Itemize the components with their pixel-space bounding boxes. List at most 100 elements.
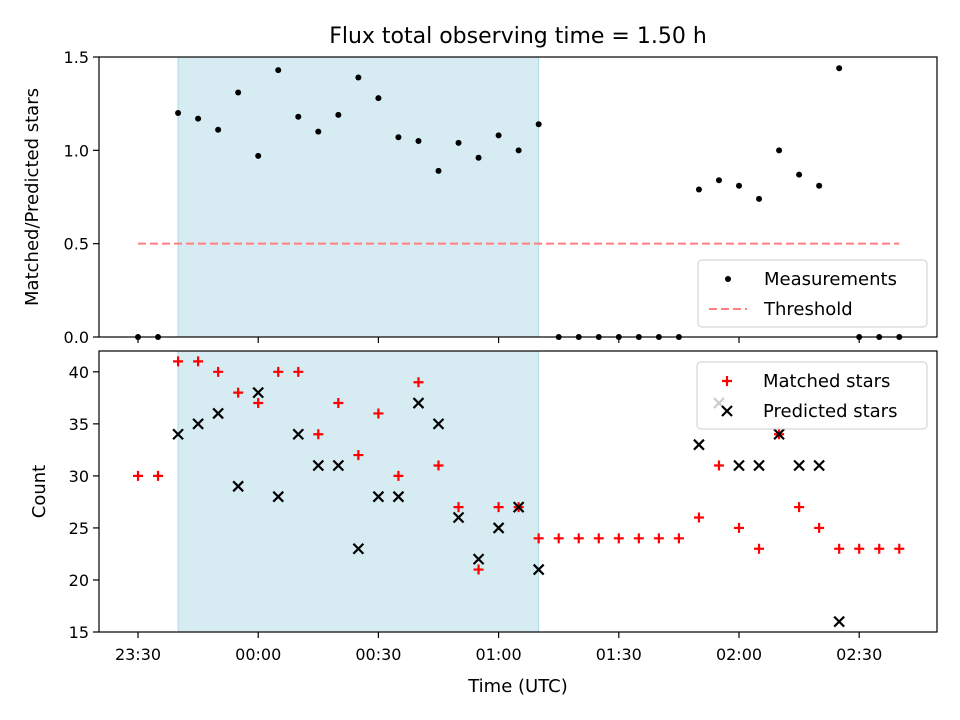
y-tick-label: 40 <box>69 363 89 382</box>
legend-swatch-matched <box>722 376 732 386</box>
data-point <box>412 397 425 409</box>
data-point <box>814 522 825 533</box>
data-point <box>372 490 385 503</box>
data-point <box>413 377 424 388</box>
data-point <box>133 470 143 481</box>
data-point <box>435 167 442 174</box>
data-point <box>375 95 382 102</box>
data-point <box>673 533 684 544</box>
data-point <box>773 428 785 441</box>
data-point <box>535 121 542 128</box>
data-point <box>553 533 564 544</box>
series-predicted-stars <box>172 386 845 628</box>
data-point <box>776 147 783 154</box>
data-point <box>355 74 362 81</box>
x-axis-label: Time (UTC) <box>467 676 568 697</box>
legend-label: Threshold <box>763 299 853 320</box>
y-tick-label: 0.5 <box>64 235 89 254</box>
x-tick-label: 02:00 <box>716 645 762 664</box>
data-point <box>253 398 264 409</box>
data-point <box>816 182 823 189</box>
x-tick-label: 23:30 <box>115 645 161 664</box>
y-tick-label: 30 <box>69 467 89 486</box>
data-point <box>633 533 644 544</box>
data-point <box>593 533 604 544</box>
data-point <box>252 386 264 399</box>
data-point <box>333 398 344 409</box>
data-point <box>475 154 482 161</box>
data-point <box>173 356 184 367</box>
axes-frame <box>98 350 938 633</box>
data-point <box>512 501 525 513</box>
data-point <box>215 126 222 133</box>
top-panel: 0.0 0.5 1.0 1.5 Matched/Predicted stars Measu… <box>22 48 938 347</box>
y-axis-label: Matched/Predicted stars <box>22 88 43 306</box>
series-matched-stars <box>133 356 905 575</box>
data-point <box>392 490 405 503</box>
data-point <box>193 356 204 367</box>
data-point <box>736 182 742 189</box>
data-point <box>195 115 202 122</box>
data-point <box>515 147 522 154</box>
data-point <box>415 138 422 144</box>
data-point <box>313 429 324 440</box>
data-point <box>353 450 364 461</box>
data-point <box>312 459 325 472</box>
y-tick-label: 1.5 <box>64 48 89 67</box>
legend-box <box>696 361 928 430</box>
legend: Matched stars Predicted stars <box>696 361 928 430</box>
data-point <box>233 387 244 398</box>
legend-swatch-predicted <box>721 405 733 417</box>
y-tick-label: 0.0 <box>64 328 89 347</box>
legend-label: Measurements <box>764 269 897 290</box>
data-point <box>796 171 803 178</box>
data-point <box>315 128 322 135</box>
x-tick-label: 00:30 <box>355 645 401 664</box>
y-tick-label: 15 <box>69 623 89 642</box>
data-point <box>613 533 624 544</box>
data-point <box>352 542 365 555</box>
x-tick-label: 01:00 <box>476 645 522 664</box>
shaded-region <box>177 350 540 633</box>
data-point <box>533 533 544 544</box>
data-point <box>192 418 204 430</box>
data-point <box>715 177 722 184</box>
y-axis-label: Count <box>29 465 50 518</box>
data-point <box>793 459 805 472</box>
legend-label: Predicted stars <box>763 401 897 422</box>
data-point <box>894 543 905 554</box>
data-point <box>235 89 242 96</box>
x-tick-label: 00:00 <box>235 645 281 664</box>
data-point <box>874 543 885 554</box>
data-point <box>473 564 484 575</box>
data-point <box>275 67 282 74</box>
data-point <box>854 543 865 554</box>
data-point <box>794 502 805 513</box>
data-point <box>393 470 404 481</box>
data-point <box>335 111 342 118</box>
data-point <box>493 502 504 513</box>
legend-label: Matched stars <box>763 371 890 392</box>
y-tick-label: 25 <box>69 519 89 538</box>
y-tick-label: 35 <box>69 415 89 434</box>
data-point <box>532 563 545 576</box>
data-point <box>255 152 262 159</box>
data-point <box>693 438 705 451</box>
x-tick-label: 01:30 <box>596 645 642 664</box>
axes-frame <box>98 56 938 338</box>
data-point <box>212 407 224 420</box>
data-point <box>232 480 244 493</box>
legend-swatch-measurements <box>725 276 731 282</box>
data-point <box>432 418 445 430</box>
data-point <box>273 366 284 377</box>
data-point <box>733 459 745 472</box>
data-point <box>433 460 444 471</box>
data-point <box>693 512 704 523</box>
data-point <box>395 134 402 141</box>
x-tick-label: 02:30 <box>836 645 882 664</box>
legend: Measurements Threshold <box>697 259 928 328</box>
data-point <box>756 195 763 202</box>
data-point <box>713 460 724 471</box>
data-point <box>452 511 465 524</box>
